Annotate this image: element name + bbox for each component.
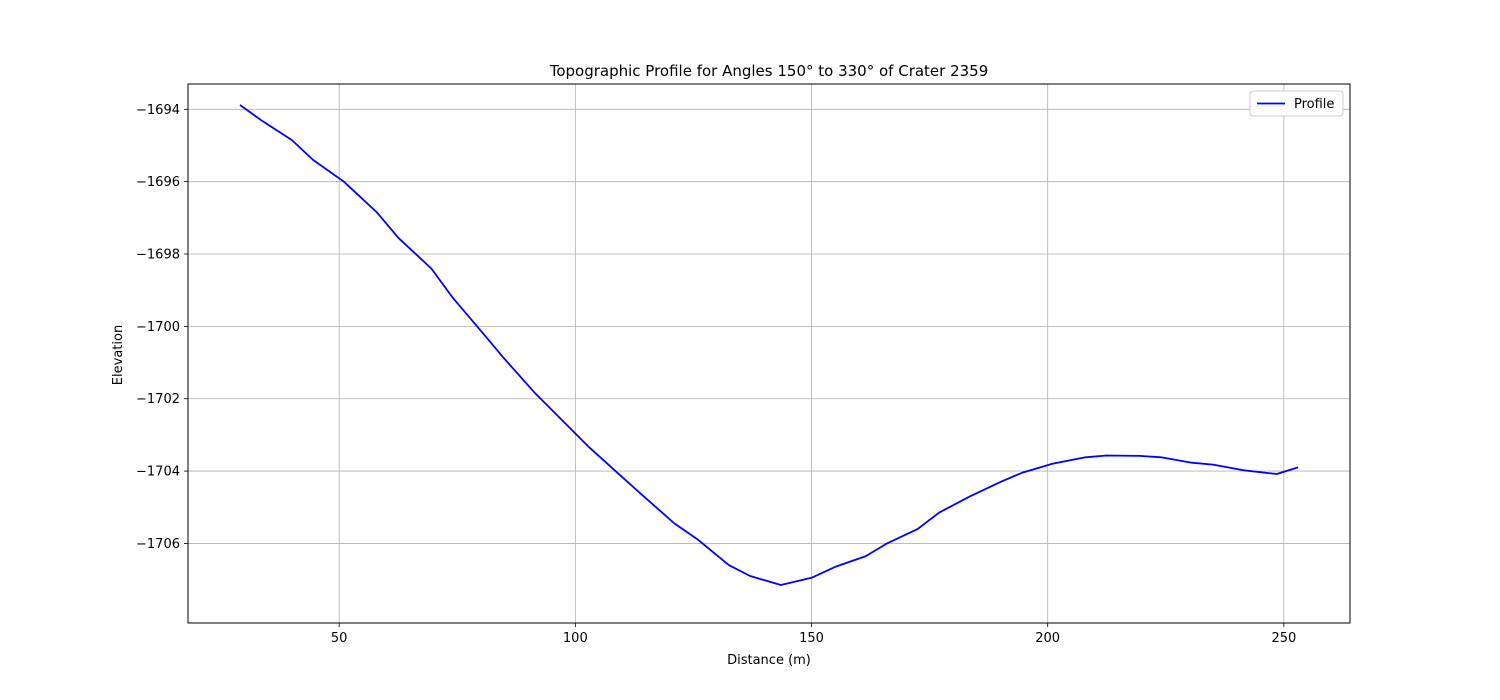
y-axis: −1694 −1696 −1698 −1700 −1702 −1704 −1706 — [136, 103, 188, 552]
x-axis-title: Distance (m) — [727, 653, 811, 668]
y-axis-title: Elevation — [111, 325, 126, 385]
plot-frame — [187, 83, 1351, 624]
series-layer — [239, 104, 1299, 586]
y-tick-label: −1696 — [136, 175, 180, 190]
legend-box — [1249, 90, 1344, 117]
x-tick-label: 150 — [799, 631, 824, 646]
x-tick-label: 100 — [563, 631, 588, 646]
series-line-profile — [239, 104, 1299, 586]
x-axis: 50 100 150 200 250 — [331, 623, 1296, 646]
y-tick-label: −1706 — [136, 537, 180, 552]
chart-title: Topographic Profile for Angles 150° to 3… — [549, 62, 989, 80]
legend: Profile — [1249, 90, 1344, 117]
y-tick-label: −1694 — [136, 103, 180, 118]
x-tick-label: 250 — [1271, 631, 1296, 646]
y-tick-label: −1702 — [136, 392, 180, 407]
y-tick-label: −1704 — [136, 465, 180, 480]
x-tick-label: 200 — [1035, 631, 1060, 646]
y-tick-label: −1700 — [136, 320, 180, 335]
x-tick-label: 50 — [331, 631, 348, 646]
y-tick-label: −1698 — [136, 248, 180, 263]
grid-layer — [188, 84, 1350, 623]
legend-label-profile: Profile — [1294, 97, 1334, 112]
